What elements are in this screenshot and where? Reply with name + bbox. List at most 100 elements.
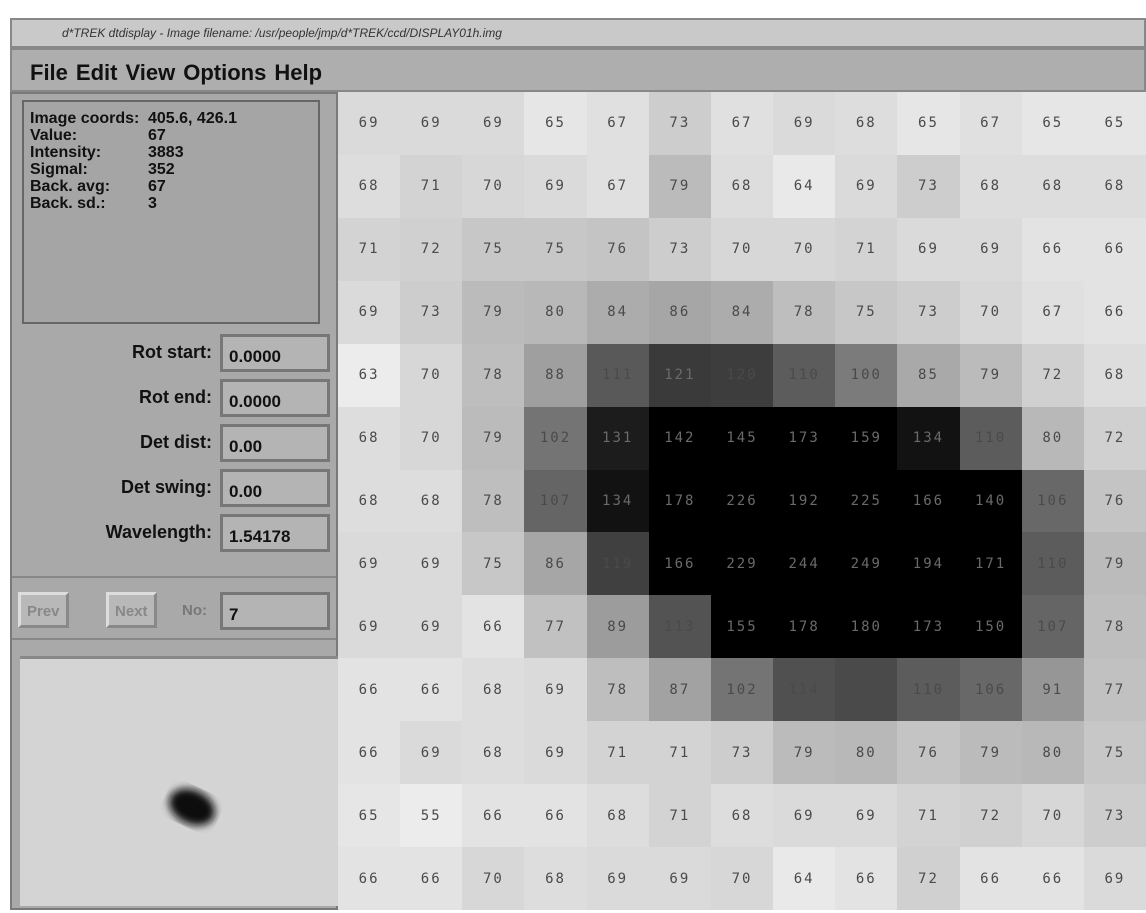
pixel-cell: 72 [897, 847, 959, 910]
pixel-cell: 102 [711, 658, 773, 721]
field-label: Rot start: [12, 342, 212, 363]
no-label: No: [182, 602, 207, 619]
pixel-cell: 67 [587, 155, 649, 218]
next-button[interactable]: Next [106, 592, 157, 628]
field-label: Rot end: [12, 387, 212, 408]
pixel-cell: 69 [400, 721, 462, 784]
pixel-cell: 68 [1084, 155, 1146, 218]
info-value: 67 [148, 127, 166, 144]
pixel-cell: 79 [462, 407, 524, 470]
pixel-cell: 79 [773, 721, 835, 784]
pixel-cell: 68 [835, 92, 897, 155]
prev-button[interactable]: Prev [18, 592, 69, 628]
thumbnail-image [20, 659, 338, 906]
menu-item[interactable]: Edit [76, 60, 118, 90]
field-input[interactable]: 0.0000 [220, 334, 330, 372]
pixel-cell: 71 [587, 721, 649, 784]
menu-item[interactable]: Options [183, 60, 266, 90]
field-input[interactable]: 1.54178 [220, 514, 330, 552]
field-input[interactable]: 0.00 [220, 424, 330, 462]
pixel-cell: 76 [1084, 470, 1146, 533]
pixel-cell: 69 [524, 658, 586, 721]
pixel-cell: 72 [400, 218, 462, 281]
pixel-cell: 78 [773, 281, 835, 344]
pixel-cell: 69 [773, 92, 835, 155]
pixel-cell: 70 [400, 407, 462, 470]
pixel-cell: 79 [960, 721, 1022, 784]
pixel-cell: 150 [960, 595, 1022, 658]
pixel-cell: 75 [462, 532, 524, 595]
pixel-cell: 66 [960, 847, 1022, 910]
pixel-cell: 69 [1084, 847, 1146, 910]
pixel-cell: 76 [587, 218, 649, 281]
pixel-cell: 166 [897, 470, 959, 533]
pixel-cell: 107 [1022, 595, 1084, 658]
pixel-cell: 134 [587, 470, 649, 533]
pixel-cell: 65 [338, 784, 400, 847]
pixel-cell: 69 [897, 218, 959, 281]
pixel-cell: 69 [400, 595, 462, 658]
no-field[interactable]: 7 [220, 592, 330, 630]
menu-item[interactable]: View [125, 60, 175, 90]
pixel-cell: 66 [462, 595, 524, 658]
pixel-cell: 78 [1084, 595, 1146, 658]
pixel-cell: 69 [338, 92, 400, 155]
menu-item[interactable]: Help [274, 60, 322, 90]
pixel-cell: 145 [711, 407, 773, 470]
pixel-cell: 70 [773, 218, 835, 281]
pixel-cell: 69 [835, 784, 897, 847]
pixel-cell: 66 [400, 847, 462, 910]
pixel-cell: 106 [960, 658, 1022, 721]
pixel-cell: 79 [649, 155, 711, 218]
pixel-cell: 68 [338, 470, 400, 533]
nav-bar: Prev Next No: 7 [12, 576, 336, 640]
field-label: Det dist: [12, 432, 212, 453]
pixel-cell: 66 [1084, 218, 1146, 281]
menu-item[interactable]: File [30, 60, 68, 90]
pixel-cell: 89 [587, 595, 649, 658]
info-value: 3883 [148, 144, 184, 161]
info-label: Back. sd.: [30, 195, 148, 212]
pixel-cell: 178 [773, 595, 835, 658]
pixel-cell: 55 [400, 784, 462, 847]
pixel-cell: 66 [835, 847, 897, 910]
pixel-cell: 110 [773, 344, 835, 407]
pixel-cell: 114 [773, 658, 835, 721]
pixel-cell: 73 [649, 92, 711, 155]
pixel-cell: 69 [338, 281, 400, 344]
pixel-cell: 69 [338, 595, 400, 658]
info-row: Image coords:405.6, 426.1 [30, 110, 312, 127]
pixel-cell: 75 [835, 281, 897, 344]
pixel-cell: 142 [649, 407, 711, 470]
pixel-cell: 70 [960, 281, 1022, 344]
info-row: Value:67 [30, 127, 312, 144]
pixel-cell: 77 [524, 595, 586, 658]
pixel-cell: 71 [338, 218, 400, 281]
pixel-cell: 80 [524, 281, 586, 344]
pixel-cell: 91 [1022, 658, 1084, 721]
pixel-cell: 78 [462, 344, 524, 407]
pixel-cell: 166 [649, 532, 711, 595]
pixel-cell: 159 [835, 407, 897, 470]
field-label: Det swing: [12, 477, 212, 498]
pixel-cell: 66 [1084, 281, 1146, 344]
field-input[interactable]: 0.00 [220, 469, 330, 507]
pixel-cell: 71 [649, 784, 711, 847]
field-input[interactable]: 0.0000 [220, 379, 330, 417]
pixel-cell: 192 [773, 470, 835, 533]
pixel-cell: 226 [711, 470, 773, 533]
pixel-cell: 69 [773, 784, 835, 847]
pixel-cell: 79 [960, 344, 1022, 407]
pixel-cell: 100 [835, 344, 897, 407]
info-label: Value: [30, 127, 148, 144]
pixel-cell: 69 [524, 721, 586, 784]
pixel-cell: 65 [897, 92, 959, 155]
pixel-cell: 70 [711, 218, 773, 281]
pixel-cell: 69 [960, 218, 1022, 281]
pixel-cell: 65 [1022, 92, 1084, 155]
pixel-cell: 194 [897, 532, 959, 595]
pixel-cell: 69 [649, 847, 711, 910]
pixel-cell: 110 [1022, 532, 1084, 595]
